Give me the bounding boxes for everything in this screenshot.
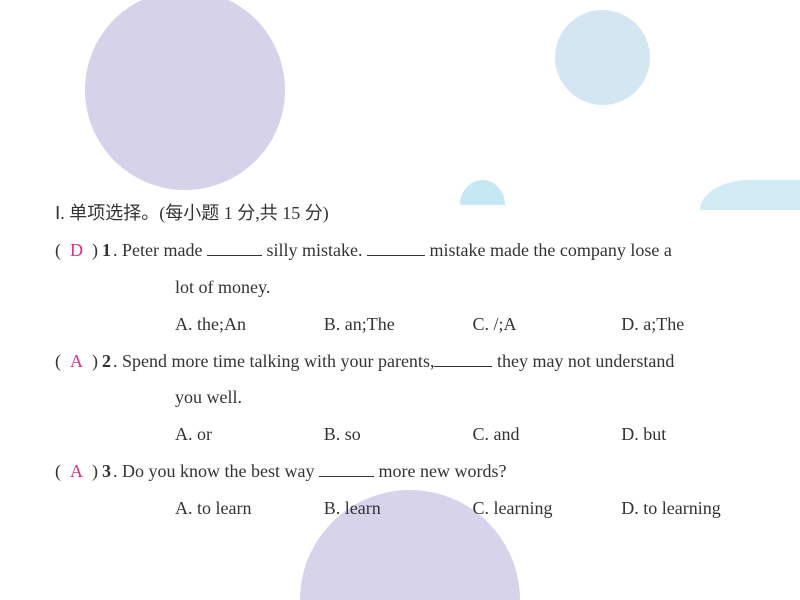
q2-post: they may not understand [492, 351, 674, 371]
question-number: 1 [98, 232, 111, 269]
blank [367, 240, 425, 256]
choice-a: A. to learn [175, 490, 324, 527]
question-text: . Do you know the best way more new word… [111, 453, 506, 490]
question-2-line2: you well. [55, 379, 770, 416]
question-3-choices: A. to learn B. learn C. learning D. to l… [55, 490, 770, 527]
question-text: . Spend more time talking with your pare… [111, 343, 674, 380]
answer-1: D [61, 232, 92, 269]
choice-d: D. to learning [621, 490, 770, 527]
question-number: 3 [98, 453, 111, 490]
choice-b: B. so [324, 416, 473, 453]
question-3: ( A ) 3 . Do you know the best way more … [55, 453, 770, 490]
q1-mid: silly mistake. [262, 240, 367, 260]
choice-b: B. learn [324, 490, 473, 527]
choice-c: C. learning [473, 490, 622, 527]
q1-post: mistake made the company lose a [425, 240, 672, 260]
question-1: ( D ) 1 . Peter made silly mistake. mist… [55, 232, 770, 269]
choice-a: A. the;An [175, 306, 324, 343]
blank [207, 240, 262, 256]
bg-circle-blue-top [555, 10, 650, 105]
answer-3: A [61, 453, 92, 490]
choice-a: A. or [175, 416, 324, 453]
question-number: 2 [98, 343, 111, 380]
section-title: Ⅰ. 单项选择。(每小题 1 分,共 15 分) [55, 195, 770, 232]
q1-pre: . Peter made [113, 240, 207, 260]
choice-c: C. and [473, 416, 622, 453]
choice-d: D. but [621, 416, 770, 453]
question-2: ( A ) 2 . Spend more time talking with y… [55, 343, 770, 380]
question-1-choices: A. the;An B. an;The C. /;A D. a;The [55, 306, 770, 343]
question-1-line2: lot of money. [55, 269, 770, 306]
question-2-choices: A. or B. so C. and D. but [55, 416, 770, 453]
blank [319, 461, 374, 477]
choice-d: D. a;The [621, 306, 770, 343]
choice-c: C. /;A [473, 306, 622, 343]
blank [434, 350, 492, 366]
q3-pre: . Do you know the best way [113, 461, 319, 481]
q3-post: more new words? [374, 461, 506, 481]
bg-circle-purple-top [85, 0, 285, 190]
worksheet-content: Ⅰ. 单项选择。(每小题 1 分,共 15 分) ( D ) 1 . Peter… [55, 195, 770, 527]
answer-2: A [61, 343, 92, 380]
q2-pre: . Spend more time talking with your pare… [113, 351, 434, 371]
question-text: . Peter made silly mistake. mistake made… [111, 232, 672, 269]
choice-b: B. an;The [324, 306, 473, 343]
